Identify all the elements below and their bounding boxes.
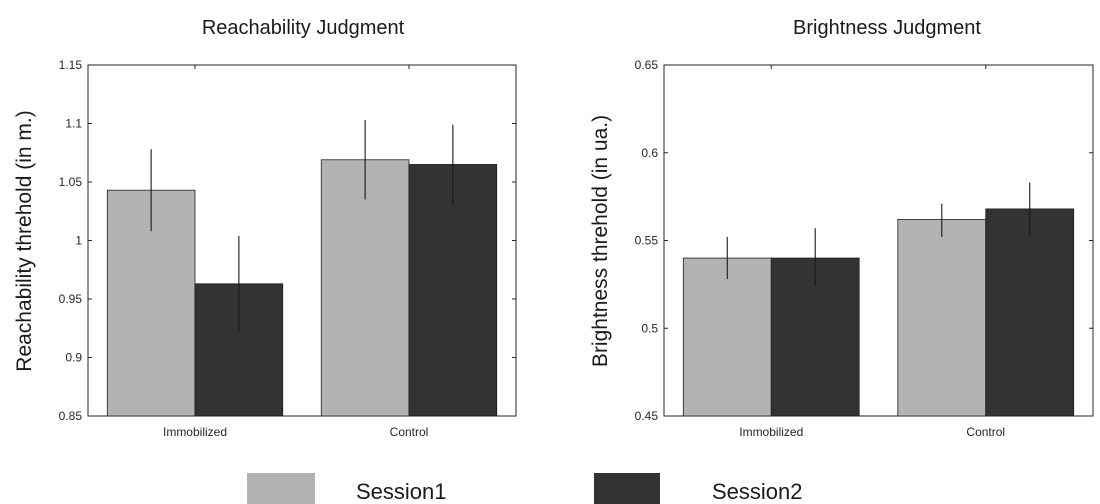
brightness-bar-session2-control: [985, 208, 1075, 417]
reachability-ytick-label: 0.95: [59, 292, 83, 306]
brightness-ytick-label: 0.55: [635, 234, 659, 248]
reachability-category-label: Control: [390, 425, 429, 439]
reachability-bar-session2-control: [408, 164, 498, 417]
brightness-ytick-label: 0.45: [635, 409, 659, 423]
brightness-title: Brightness Judgment: [793, 17, 981, 39]
reachability-ytick-label: 0.85: [59, 409, 83, 423]
reachability-ytick-label: 1: [75, 234, 82, 248]
brightness-ytick-label: 0.5: [641, 321, 658, 335]
brightness-ylabel: Brightness threhold (in ua.): [589, 115, 612, 367]
reachability-category-label: Immobilized: [163, 425, 227, 439]
legend-label-session1: Session1: [356, 479, 447, 504]
reachability-ylabel: Reachability threhold (in m.): [13, 110, 36, 371]
reachability-bar-session1-control: [320, 159, 410, 417]
brightness-category-label: Control: [966, 425, 1005, 439]
brightness-category-label: Immobilized: [739, 425, 803, 439]
reachability-panel: Reachability Judgment Reachability threh…: [13, 17, 517, 439]
brightness-panel: Brightness Judgment Brightness threhold …: [589, 17, 1094, 439]
brightness-ytick-label: 0.65: [635, 58, 659, 72]
legend-label-session2: Session2: [712, 479, 803, 504]
reachability-ytick-label: 1.05: [59, 175, 83, 189]
legend-swatch-session1: [247, 473, 315, 504]
legend: Session1 Session2: [247, 473, 803, 504]
reachability-ytick-label: 0.9: [65, 351, 82, 365]
brightness-ytick-label: 0.6: [641, 146, 658, 160]
reachability-ytick-label: 1.15: [59, 58, 83, 72]
reachability-title: Reachability Judgment: [202, 17, 405, 39]
reachability-ytick-label: 1.1: [65, 117, 82, 131]
brightness-bar-session1-control: [897, 219, 987, 417]
brightness-bar-session1-immobilized: [682, 257, 772, 417]
legend-swatch-session2: [594, 473, 660, 504]
